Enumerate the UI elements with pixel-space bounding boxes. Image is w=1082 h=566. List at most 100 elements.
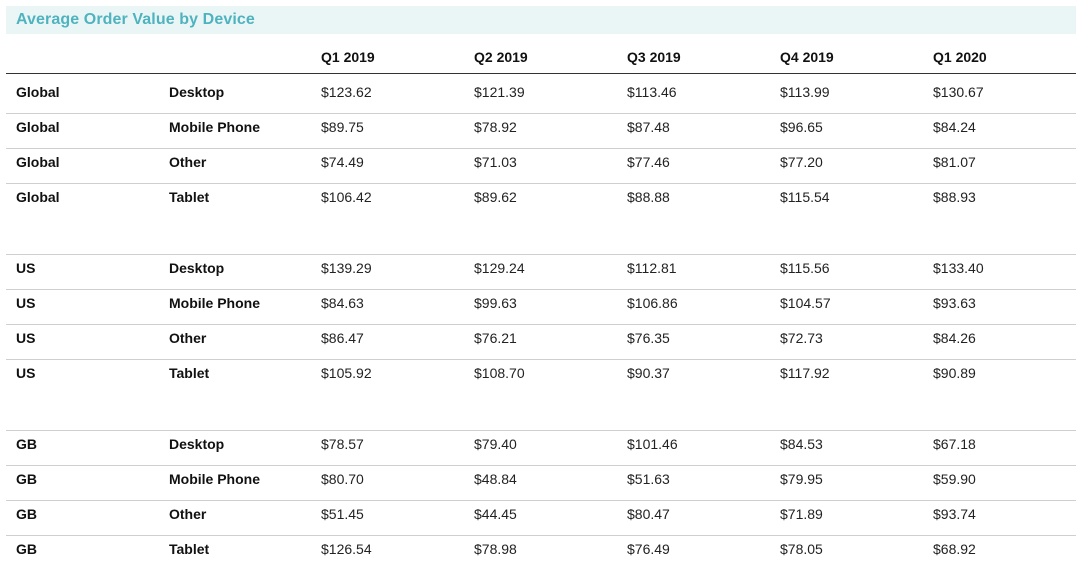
value-cell: $51.63 bbox=[627, 471, 670, 487]
value-cell: $81.07 bbox=[933, 154, 976, 170]
row-rule bbox=[6, 289, 1076, 290]
region-label: GB bbox=[16, 541, 37, 557]
value-cell: $77.46 bbox=[627, 154, 670, 170]
value-cell: $88.88 bbox=[627, 189, 670, 205]
region-label: US bbox=[16, 295, 36, 311]
table-title: Average Order Value by Device bbox=[16, 11, 255, 28]
value-cell: $90.89 bbox=[933, 365, 976, 381]
value-cell: $44.45 bbox=[474, 506, 517, 522]
region-label: US bbox=[16, 330, 36, 346]
value-cell: $51.45 bbox=[321, 506, 364, 522]
device-label: Desktop bbox=[169, 436, 225, 452]
row-rule bbox=[6, 535, 1076, 536]
value-cell: $89.75 bbox=[321, 119, 364, 135]
value-cell: $78.98 bbox=[474, 541, 517, 557]
value-cell: $117.92 bbox=[780, 365, 830, 381]
value-cell: $79.95 bbox=[780, 471, 823, 487]
device-label: Other bbox=[169, 330, 207, 346]
value-cell: $78.05 bbox=[780, 541, 823, 557]
value-cell: $87.48 bbox=[627, 119, 670, 135]
column-header: Q1 2019 bbox=[321, 49, 375, 65]
value-cell: $104.57 bbox=[780, 295, 831, 311]
region-label: Global bbox=[16, 84, 60, 100]
row-rule bbox=[6, 500, 1076, 501]
value-cell: $96.65 bbox=[780, 119, 823, 135]
title-bar: Average Order Value by Device bbox=[6, 6, 1076, 34]
value-cell: $123.62 bbox=[321, 84, 372, 100]
device-label: Mobile Phone bbox=[169, 119, 260, 135]
device-label: Tablet bbox=[169, 365, 210, 381]
value-cell: $130.67 bbox=[933, 84, 984, 100]
value-cell: $101.46 bbox=[627, 436, 678, 452]
device-label: Mobile Phone bbox=[169, 471, 260, 487]
value-cell: $77.20 bbox=[780, 154, 823, 170]
device-label: Other bbox=[169, 506, 207, 522]
row-rule bbox=[6, 113, 1076, 114]
value-cell: $80.70 bbox=[321, 471, 364, 487]
value-cell: $84.63 bbox=[321, 295, 364, 311]
device-label: Other bbox=[169, 154, 207, 170]
device-label: Desktop bbox=[169, 260, 225, 276]
group-rule bbox=[6, 430, 1076, 431]
device-label: Mobile Phone bbox=[169, 295, 260, 311]
value-cell: $71.89 bbox=[780, 506, 823, 522]
region-label: US bbox=[16, 365, 36, 381]
group-rule bbox=[6, 254, 1076, 255]
row-rule bbox=[6, 148, 1076, 149]
value-cell: $84.26 bbox=[933, 330, 976, 346]
column-header: Q2 2019 bbox=[474, 49, 528, 65]
value-cell: $72.73 bbox=[780, 330, 823, 346]
value-cell: $93.74 bbox=[933, 506, 976, 522]
value-cell: $115.56 bbox=[780, 260, 830, 276]
value-cell: $76.21 bbox=[474, 330, 517, 346]
value-cell: $115.54 bbox=[780, 189, 830, 205]
value-cell: $106.86 bbox=[627, 295, 678, 311]
value-cell: $113.99 bbox=[780, 84, 830, 100]
value-cell: $133.40 bbox=[933, 260, 984, 276]
value-cell: $84.53 bbox=[780, 436, 823, 452]
value-cell: $76.49 bbox=[627, 541, 670, 557]
value-cell: $99.63 bbox=[474, 295, 517, 311]
value-cell: $76.35 bbox=[627, 330, 670, 346]
value-cell: $67.18 bbox=[933, 436, 976, 452]
value-cell: $71.03 bbox=[474, 154, 517, 170]
value-cell: $105.92 bbox=[321, 365, 372, 381]
value-cell: $80.47 bbox=[627, 506, 670, 522]
value-cell: $129.24 bbox=[474, 260, 525, 276]
device-label: Tablet bbox=[169, 189, 210, 205]
device-label: Tablet bbox=[169, 541, 210, 557]
value-cell: $90.37 bbox=[627, 365, 670, 381]
value-cell: $113.46 bbox=[627, 84, 677, 100]
value-cell: $59.90 bbox=[933, 471, 976, 487]
value-cell: $89.62 bbox=[474, 189, 517, 205]
value-cell: $106.42 bbox=[321, 189, 372, 205]
region-label: US bbox=[16, 260, 36, 276]
value-cell: $126.54 bbox=[321, 541, 372, 557]
value-cell: $74.49 bbox=[321, 154, 364, 170]
region-label: Global bbox=[16, 154, 60, 170]
row-rule bbox=[6, 359, 1076, 360]
value-cell: $79.40 bbox=[474, 436, 517, 452]
column-header: Q4 2019 bbox=[780, 49, 834, 65]
value-cell: $108.70 bbox=[474, 365, 525, 381]
value-cell: $88.93 bbox=[933, 189, 976, 205]
column-header: Q1 2020 bbox=[933, 49, 987, 65]
region-label: Global bbox=[16, 119, 60, 135]
device-label: Desktop bbox=[169, 84, 225, 100]
row-rule bbox=[6, 465, 1076, 466]
row-rule bbox=[6, 183, 1076, 184]
region-label: Global bbox=[16, 189, 60, 205]
region-label: GB bbox=[16, 436, 37, 452]
region-label: GB bbox=[16, 471, 37, 487]
value-cell: $48.84 bbox=[474, 471, 517, 487]
value-cell: $112.81 bbox=[627, 260, 677, 276]
value-cell: $139.29 bbox=[321, 260, 372, 276]
value-cell: $93.63 bbox=[933, 295, 976, 311]
value-cell: $86.47 bbox=[321, 330, 364, 346]
value-cell: $78.57 bbox=[321, 436, 364, 452]
column-header: Q3 2019 bbox=[627, 49, 681, 65]
value-cell: $78.92 bbox=[474, 119, 517, 135]
value-cell: $121.39 bbox=[474, 84, 525, 100]
row-rule bbox=[6, 324, 1076, 325]
